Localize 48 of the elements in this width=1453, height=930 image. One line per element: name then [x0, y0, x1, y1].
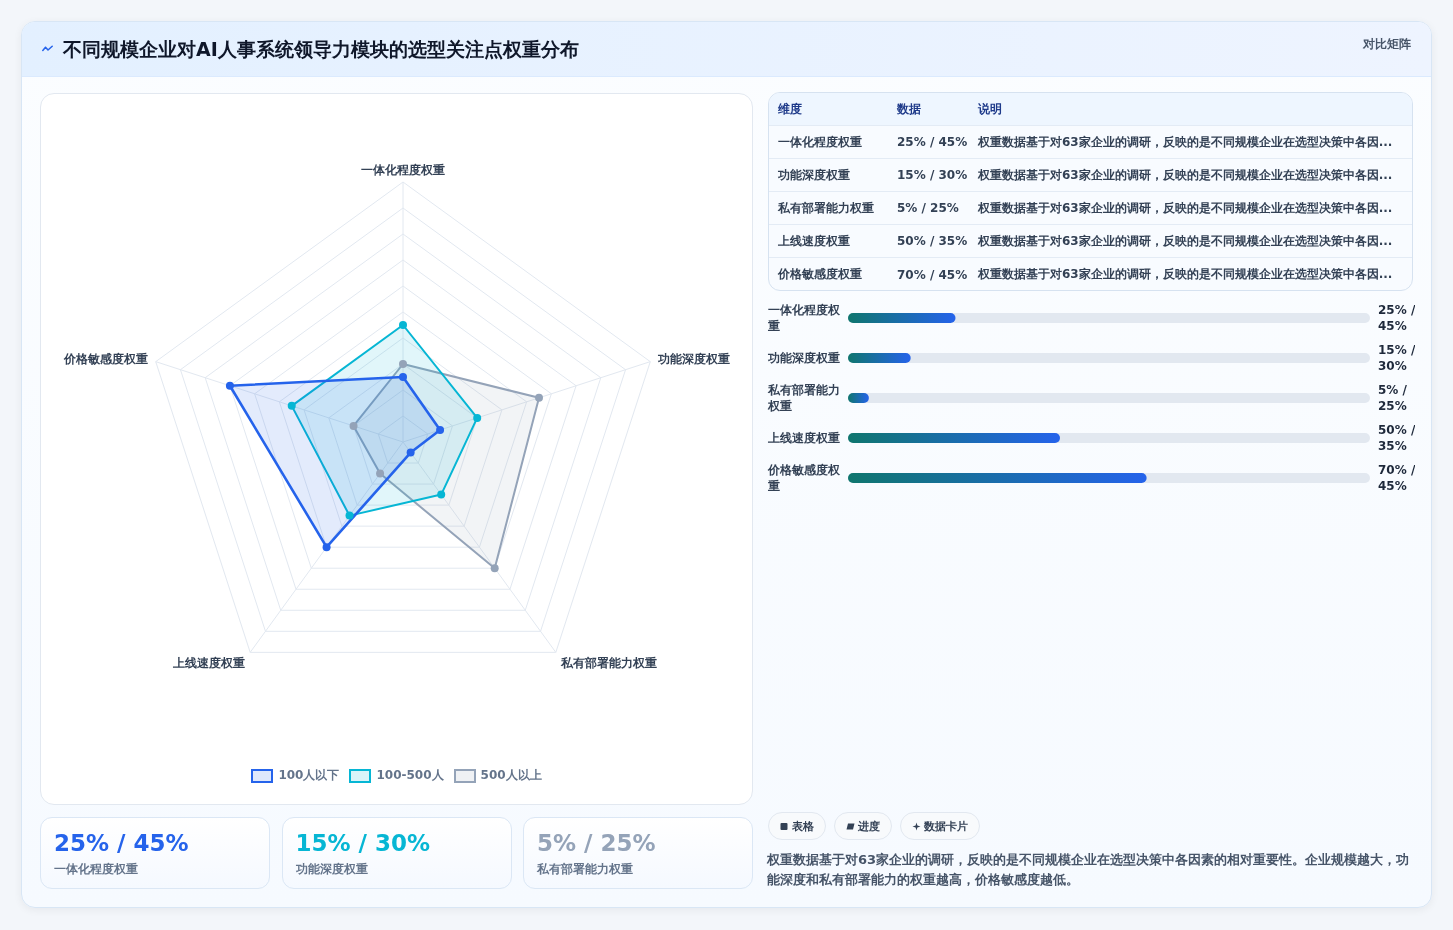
text: 私有部署能力权重 [778, 200, 874, 215]
legend-label: 100-500人 [376, 767, 444, 784]
text: 数据 [897, 101, 921, 116]
text: 价格敏感度权重 [778, 267, 862, 281]
spoke-label: 价格敏感度权重 [63, 352, 149, 367]
y-tick-label: 价格敏感度权重 [767, 463, 841, 493]
text: 权重数据基于对63家企业的调研，反映的是不同规模企业在选型决策中各因... [978, 167, 1393, 182]
text: 一体化程度权重 [54, 862, 138, 876]
text: 5% / 25% [897, 201, 959, 215]
text: 70% / 45% [897, 267, 968, 282]
text: 私有部署能力权重 [537, 862, 633, 876]
spoke-label: 上线速度权重 [172, 656, 246, 671]
pill-button: 表格 [768, 812, 826, 840]
y-tick-label: 一体化程度权重 [767, 303, 841, 333]
bar [848, 313, 956, 323]
text: 5% / 25% [537, 830, 656, 856]
text: 15% / 30% [1378, 343, 1416, 373]
text: 25% / 45% [1378, 303, 1416, 333]
spoke-label: 一体化程度权重 [361, 163, 445, 177]
legend-label: 100人以下 [278, 767, 340, 784]
chart-title: 不同规模企业对AI人事系统领导力模块的选型关注点权重分布 [63, 38, 579, 60]
text: 权重数据基于对63家企业的调研，反映的是不同规模企业在选型决策中各因素的相对重要性。企业规模越大，功能深度和私有部署能力的权重越高，价格敏感度越低。 [767, 852, 1410, 887]
pill-button: 数据卡片 [900, 812, 980, 840]
text: 权重数据基于对63家企业的调研，反映的是不同规模企业在选型决策中各因... [978, 267, 1393, 281]
spoke-label: 功能深度权重 [656, 352, 730, 367]
text: 说明 [978, 101, 1002, 116]
legend-label: 500人以上 [480, 767, 542, 784]
text: 一体化程度权重 [778, 134, 862, 149]
text: 50% / 35% [897, 234, 968, 248]
text: 25% / 45% [897, 135, 968, 149]
text: 功能深度权重 [295, 862, 368, 876]
text: 70% / 45% [1378, 463, 1416, 493]
y-tick-label: 上线速度权重 [767, 431, 840, 445]
pill-button: 进度 [834, 812, 892, 840]
text: 15% / 30% [897, 168, 968, 182]
bar [848, 353, 911, 363]
text: 权重数据基于对63家企业的调研，反映的是不同规模企业在选型决策中各因... [978, 233, 1393, 248]
text: 15% / 30% [295, 830, 431, 856]
text: 权重数据基于对63家企业的调研，反映的是不同规模企业在选型决策中各因... [978, 134, 1393, 149]
text: 对比矩阵 [1363, 37, 1411, 51]
text: 25% / 45% [54, 830, 189, 856]
text: 维度 [778, 101, 802, 116]
text: 权重数据基于对63家企业的调研，反映的是不同规模企业在选型决策中各因... [978, 200, 1393, 215]
text: 5% / 25% [1378, 383, 1408, 413]
spoke-label: 私有部署能力权重 [559, 656, 657, 671]
text: 50% / 35% [1378, 423, 1416, 453]
y-tick-label: 私有部署能力权重 [767, 383, 840, 413]
y-tick-label: 功能深度权重 [767, 351, 840, 365]
